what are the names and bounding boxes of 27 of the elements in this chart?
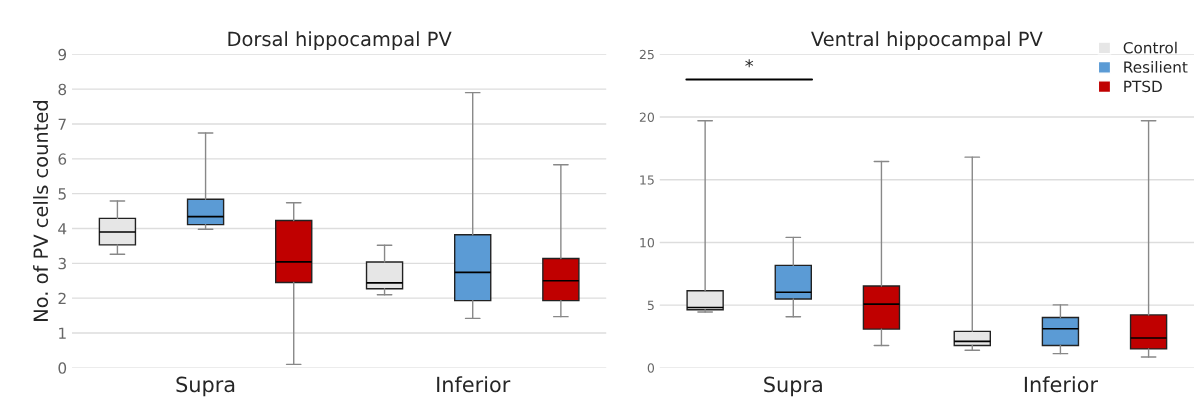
y-tick-label: 9: [58, 48, 67, 61]
y-tick-label: 7: [58, 118, 66, 130]
legend-label: Resilient: [1124, 61, 1188, 73]
chart-title: Dorsal hippocampal PV: [228, 31, 452, 51]
y-tick-label: 0: [647, 363, 655, 373]
y-tick-label: 4: [58, 223, 67, 235]
x-tick-label: Inferior: [437, 376, 511, 393]
y-tick-label: 0: [58, 362, 67, 374]
x-tick-label: Inferior: [1024, 376, 1099, 393]
y-axis-title: No. of PV cells counted: [33, 101, 49, 321]
y-tick-label: 6: [58, 153, 67, 165]
y-tick-label: 20: [639, 112, 655, 122]
y-tick-label: 1: [59, 327, 66, 339]
y-tick-label: 10: [640, 237, 655, 248]
annotation: *: [745, 59, 754, 68]
x-tick-label: Supra: [176, 376, 235, 397]
y-tick-label: 15: [640, 175, 654, 185]
y-tick-label: 3: [58, 257, 66, 270]
legend-label: PTSD: [1124, 80, 1162, 93]
y-tick-label: 25: [639, 49, 654, 60]
y-tick-label: 5: [58, 188, 66, 200]
x-tick-label: Supra: [764, 376, 822, 397]
chart-title: Ventral hippocampal PV: [811, 31, 1043, 51]
y-tick-label: 8: [58, 83, 67, 96]
legend-label: Control: [1123, 41, 1177, 54]
y-tick-label: 5: [647, 300, 654, 311]
y-tick-label: 2: [58, 292, 66, 304]
